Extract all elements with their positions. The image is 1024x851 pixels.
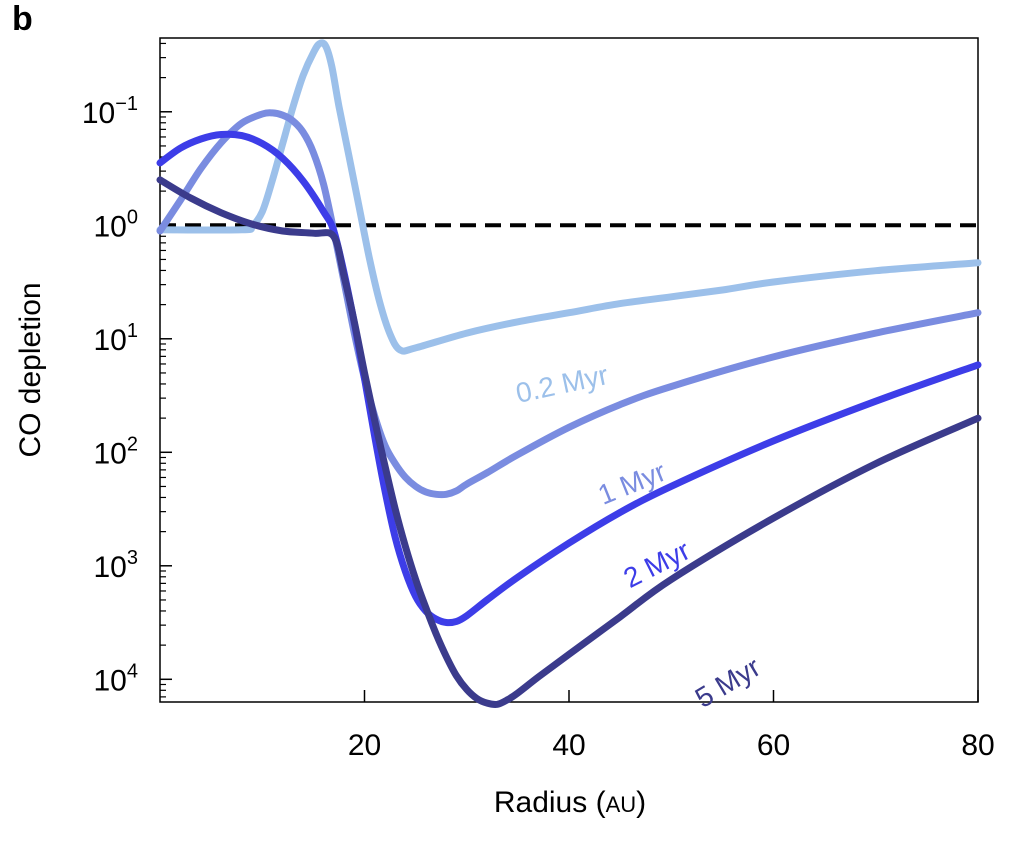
y-tick-label: 101 bbox=[94, 320, 139, 357]
x-axis-title-unit-open: ( bbox=[587, 786, 605, 819]
y-tick-label: 104 bbox=[94, 660, 139, 697]
y-tick-label-base: 10 bbox=[82, 97, 115, 130]
panel-label: b bbox=[12, 0, 33, 38]
x-tick-label: 60 bbox=[757, 729, 790, 762]
y-tick-label-exponent: 4 bbox=[127, 660, 138, 682]
y-tick-label: 103 bbox=[94, 547, 139, 584]
series-layer bbox=[156, 39, 982, 708]
y-tick-label-exponent: 0 bbox=[127, 206, 138, 228]
series-line-1 bbox=[156, 109, 982, 499]
x-axis-title-unit: AU bbox=[606, 792, 637, 817]
x-axis-title-main: Radius bbox=[494, 786, 587, 819]
y-axis-title: CO depletion bbox=[14, 282, 47, 457]
y-tick-label-exponent: 1 bbox=[127, 320, 138, 342]
series-label-0: 0.2 Myr bbox=[513, 359, 611, 409]
series-label-3: 5 Myr bbox=[690, 651, 766, 714]
y-tick-label: 100 bbox=[94, 206, 139, 243]
y-tick-label-exponent: 3 bbox=[127, 547, 138, 569]
y-tick-label: 102 bbox=[94, 433, 139, 470]
x-tick-labels: 20 40 60 80 bbox=[348, 729, 995, 762]
series-line-3 bbox=[156, 176, 982, 708]
series-label-2: 2 Myr bbox=[618, 534, 694, 593]
y-tick-label-base: 10 bbox=[94, 437, 127, 470]
y-tick-label-exponent: 2 bbox=[127, 433, 138, 455]
y-tick-label-exponent: −1 bbox=[115, 93, 138, 115]
series-line-2 bbox=[156, 130, 982, 627]
y-tick-label-base: 10 bbox=[94, 664, 127, 697]
x-tick-label: 40 bbox=[552, 729, 585, 762]
series-line-0 bbox=[156, 39, 982, 355]
y-tick-label-base: 10 bbox=[94, 551, 127, 584]
x-axis-title: Radius (AU) bbox=[494, 786, 646, 819]
y-tick-label-base: 10 bbox=[94, 210, 127, 243]
x-tick-label: 80 bbox=[961, 729, 994, 762]
y-minor-ticks bbox=[160, 42, 166, 698]
axis-major-ticks bbox=[160, 111, 979, 702]
x-tick-label: 20 bbox=[348, 729, 381, 762]
x-axis-title-unit-close: ) bbox=[636, 786, 646, 819]
y-tick-label-base: 10 bbox=[94, 324, 127, 357]
y-tick-label: 10−1 bbox=[82, 93, 138, 130]
